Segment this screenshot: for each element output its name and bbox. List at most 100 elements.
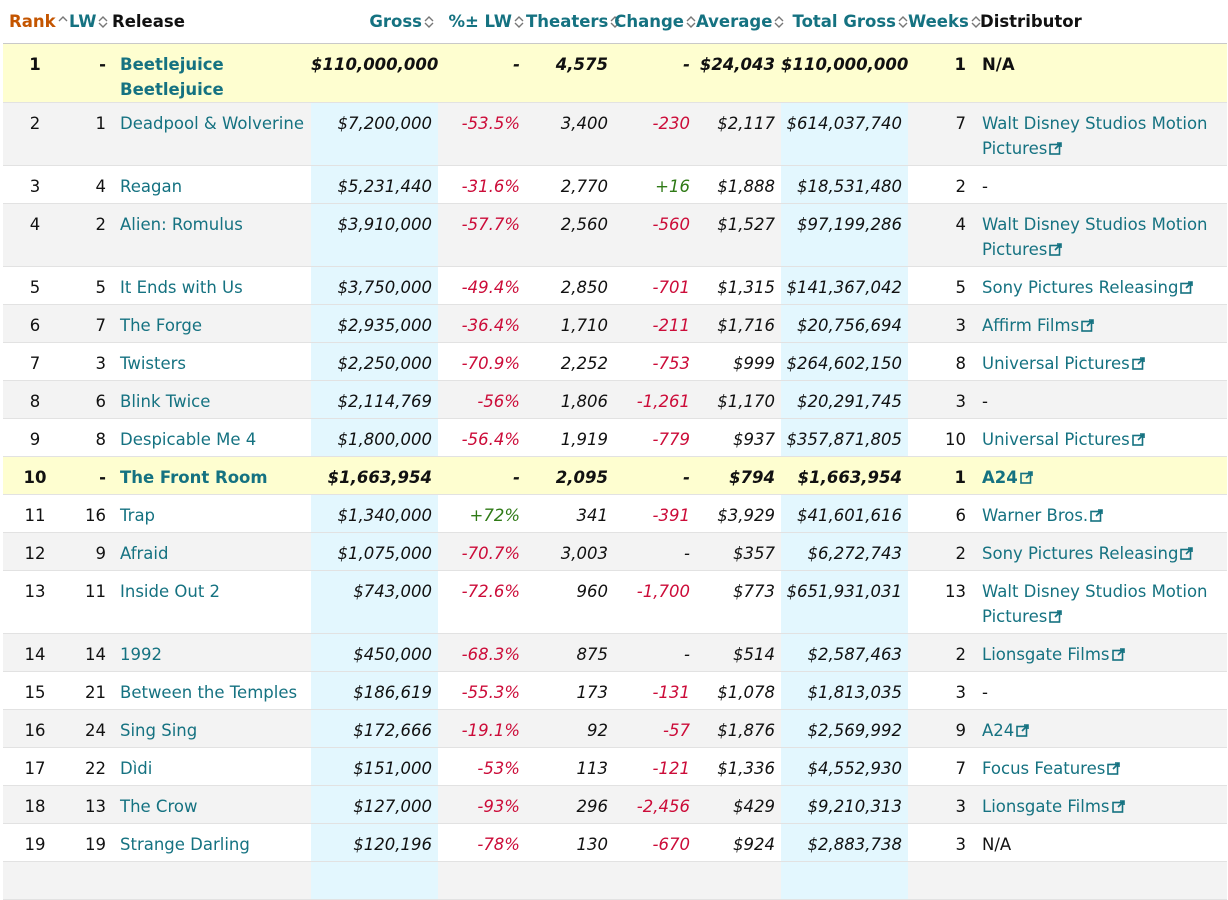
gross-cell: $5,231,440 [311,165,438,204]
external-link-icon[interactable] [1019,471,1033,484]
release-link[interactable]: Twisters [120,354,187,373]
distributor-name: Walt Disney Studios Motion Pictures [982,582,1208,626]
table-row: 12 9 Afraid $1,075,000 -70.7% 3,003 - $357 $6,27… [3,532,1227,571]
last-week-rank-cell: 14 [85,645,106,664]
release-link[interactable]: Afraid [120,544,169,563]
column-header-change[interactable]: Change [614,0,696,44]
distributor-link[interactable]: Lionsgate Films [982,797,1125,816]
distributor-link[interactable]: Walt Disney Studios Motion Pictures [982,582,1208,626]
distributor-link[interactable]: Walt Disney Studios Motion Pictures [982,215,1208,259]
release-link[interactable]: Strange Darling [120,835,250,854]
sort-icon[interactable] [98,15,108,29]
last-week-rank-cell: 1 [95,114,107,133]
external-link-icon[interactable] [1090,509,1103,522]
distributor-link[interactable]: Warner Bros. [982,506,1103,525]
external-link-icon[interactable] [1107,762,1121,775]
release-link[interactable]: Deadpool & Wolverine [120,114,304,133]
sort-icon[interactable] [58,15,68,29]
release-link[interactable]: Despicable Me 4 [120,430,257,449]
theater-change-cell: -753 [652,354,690,373]
column-header-gross[interactable]: Gross [311,0,438,44]
distributor-link[interactable]: Universal Pictures [982,354,1145,373]
column-header-average[interactable]: Average [696,0,784,44]
theaters-cell: 341 [576,506,609,525]
external-link-icon[interactable] [1016,724,1030,737]
release-link[interactable]: Blink Twice [120,392,211,411]
pct-change-cell: -70.7% [461,544,520,563]
total-gross-cell: $264,602,150 [781,342,908,381]
column-header-distributor[interactable]: Distributor [978,0,1227,44]
sort-icon[interactable] [686,15,696,29]
external-link-icon[interactable] [1081,319,1094,332]
theater-change-cell: - [684,645,690,664]
release-link[interactable]: Inside Out 2 [120,582,221,601]
distributor-link[interactable]: Walt Disney Studios Motion Pictures [982,114,1208,158]
release-link[interactable]: The Forge [120,316,203,335]
external-link-icon[interactable] [1180,281,1194,294]
external-link-icon[interactable] [1131,357,1145,370]
distributor-name: Affirm Films [982,316,1080,335]
column-header-pct-lw[interactable]: %± LW [438,0,526,44]
distributor-cell: A24 [978,457,1227,495]
distributor-link[interactable]: Lionsgate Films [982,645,1125,664]
external-link-icon[interactable] [1180,547,1194,560]
release-cell: Sing Sing [112,710,311,748]
column-header-release[interactable]: Release [112,0,311,44]
pct-change-cell: -57.7% [461,215,520,234]
rank-cell: 2 [29,114,41,133]
distributor-cell: Sony Pictures Releasing [978,533,1227,571]
release-cell: Alien: Romulus [112,204,311,267]
release-link[interactable]: Sing Sing [120,721,198,740]
distributor-link[interactable]: A24 [982,721,1030,740]
theaters-cell: 92 [587,721,608,740]
release-link[interactable]: The Crow [120,797,198,816]
release-cell: It Ends with Us [112,267,311,305]
external-link-icon[interactable] [1049,243,1063,256]
external-link-icon[interactable] [1111,800,1125,813]
total-gross-cell: $41,601,616 [781,494,908,533]
release-link[interactable]: Dìdi [120,759,153,778]
distributor-link[interactable]: Affirm Films [982,316,1094,335]
release-link[interactable]: Reagan [120,177,183,196]
release-link[interactable]: Between the Temples [120,683,298,702]
rank-cell: 7 [29,354,41,373]
rank-cell [3,862,67,900]
weeks-cell: 6 [955,506,967,525]
sort-icon[interactable] [424,15,434,29]
external-link-icon[interactable] [1049,142,1063,155]
column-header-weeks[interactable]: Weeks [908,0,981,44]
distributor-link[interactable]: A24 [982,468,1033,487]
distributor-link[interactable]: Universal Pictures [982,430,1145,449]
sort-icon[interactable] [898,15,908,29]
distributor-link[interactable]: Focus Features [982,759,1121,778]
theaters-cell: 3,400 [560,114,608,133]
distributor-cell: Walt Disney Studios Motion Pictures [978,103,1227,166]
sort-icon[interactable] [774,15,784,29]
column-header-rank[interactable]: Rank [3,0,68,44]
release-link[interactable]: It Ends with Us [120,278,243,297]
distributor-link[interactable]: Sony Pictures Releasing [982,544,1194,563]
release-link[interactable]: Beetlejuice Beetlejuice [120,55,224,99]
column-header-total-gross[interactable]: Total Gross [781,0,908,44]
release-link[interactable]: Alien: Romulus [120,215,243,234]
theaters-cell: 1,919 [560,430,608,449]
release-link[interactable]: Trap [120,506,156,525]
theater-change-cell: -211 [652,316,690,335]
release-link[interactable]: The Front Room [120,468,268,487]
rank-cell: 8 [29,392,41,411]
external-link-icon[interactable] [1049,610,1063,623]
external-link-icon[interactable] [1131,433,1145,446]
table-row: 8 6 Blink Twice $2,114,769 -56% 1,806 -1,261 $1… [3,380,1227,419]
distributor-link[interactable]: Sony Pictures Releasing [982,278,1194,297]
total-gross-cell: $6,272,743 [781,532,908,571]
sort-icon[interactable] [971,15,981,29]
table-row: 13 11 Inside Out 2 $743,000 -72.6% 960 -1,700 $… [3,570,1227,634]
sort-icon[interactable] [514,15,524,29]
external-link-icon[interactable] [1111,648,1125,661]
average-cell: $1,315 [717,278,775,297]
weeks-cell: 13 [945,582,966,601]
column-header-lw[interactable]: LW [67,0,112,44]
theater-change-cell: -391 [652,506,690,525]
column-header-theaters[interactable]: Theaters [526,0,620,44]
release-link[interactable]: 1992 [120,645,162,664]
